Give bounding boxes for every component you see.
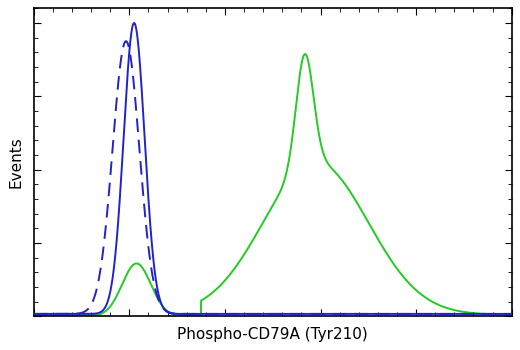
X-axis label: Phospho-CD79A (Tyr210): Phospho-CD79A (Tyr210): [177, 327, 368, 342]
Y-axis label: Events: Events: [8, 136, 23, 188]
